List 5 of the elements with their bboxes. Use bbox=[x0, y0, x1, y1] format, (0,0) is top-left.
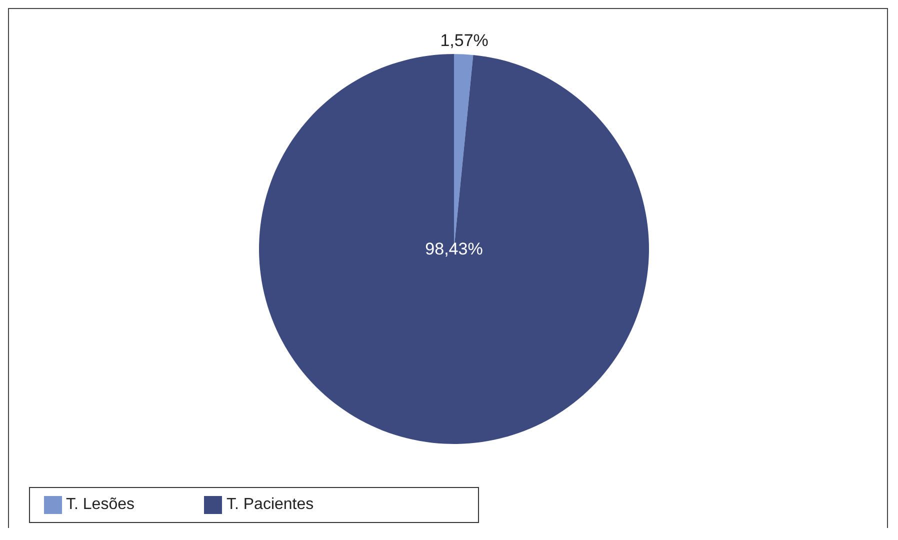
data-label: 1,57% bbox=[440, 30, 488, 50]
data-label: 98,43% bbox=[425, 240, 483, 258]
legend-label: T. Lesões bbox=[66, 496, 134, 513]
pie-slice bbox=[259, 54, 649, 444]
legend-label: T. Pacientes bbox=[226, 496, 314, 513]
